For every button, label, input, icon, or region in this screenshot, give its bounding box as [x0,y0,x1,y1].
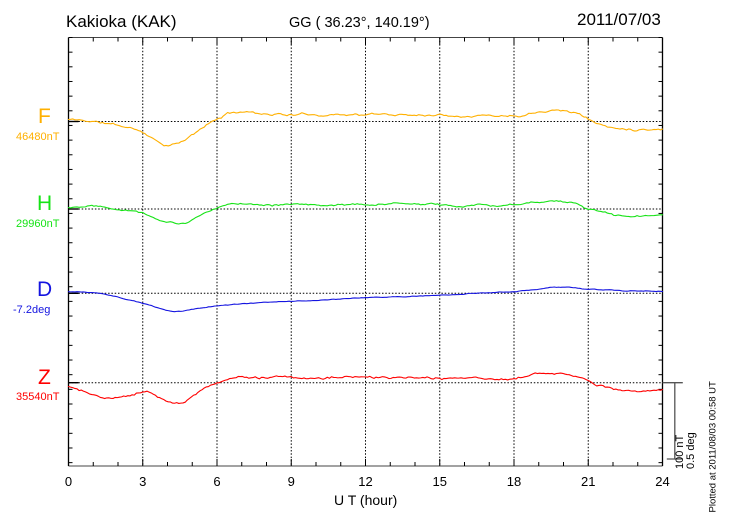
svg-text:0: 0 [65,474,72,489]
svg-text:3: 3 [139,474,146,489]
svg-text:9: 9 [288,474,295,489]
svg-text:24: 24 [655,474,669,489]
svg-text:6: 6 [213,474,220,489]
svg-text:15: 15 [433,474,447,489]
svg-text:18: 18 [507,474,521,489]
svg-text:21: 21 [581,474,595,489]
svg-text:12: 12 [358,474,372,489]
